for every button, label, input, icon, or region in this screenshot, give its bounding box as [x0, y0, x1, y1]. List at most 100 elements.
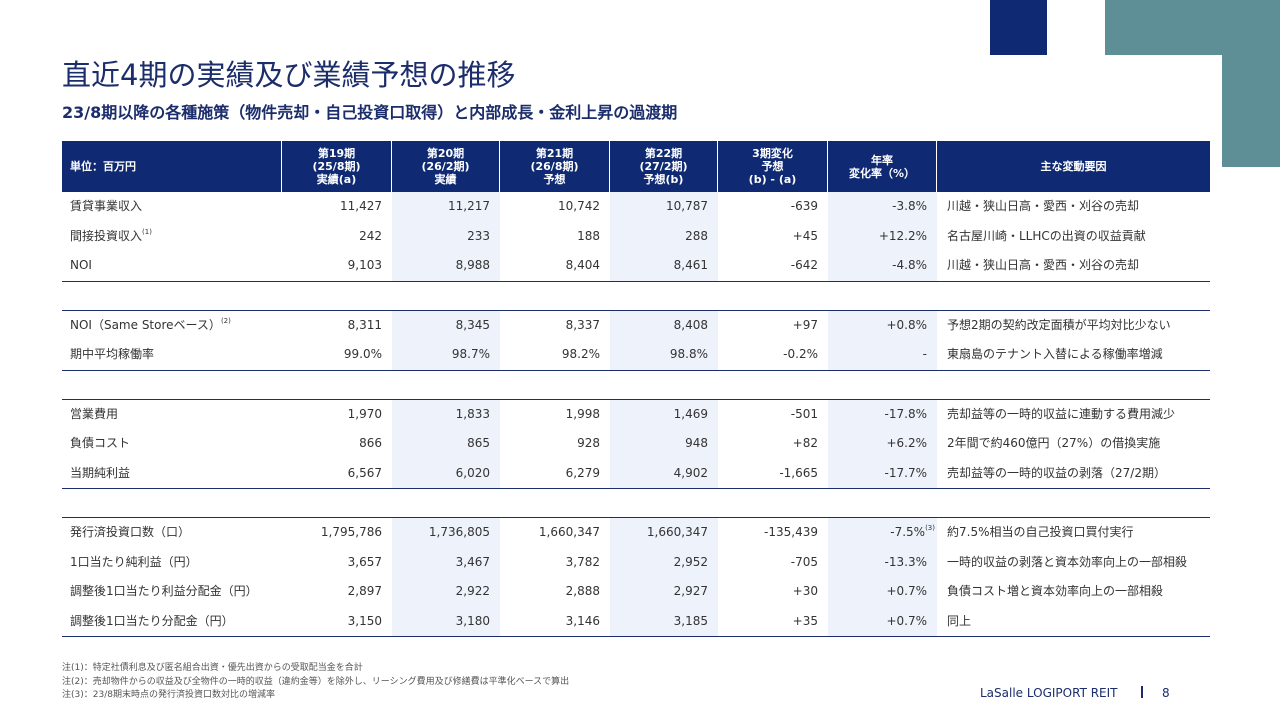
value-cell: 11,217	[392, 192, 500, 222]
value-cell: 3,467	[392, 547, 500, 577]
note-marker: (1)	[142, 227, 152, 236]
value-text: -0.2%	[783, 347, 818, 361]
value-cell: -1,665	[718, 459, 828, 489]
value-cell: 8,345	[392, 310, 500, 340]
separator	[1141, 686, 1143, 698]
value-cell: 1,833	[392, 399, 500, 429]
value-cell: -501	[718, 400, 828, 430]
value-text: +97	[792, 317, 818, 332]
note-marker: (2)	[220, 316, 231, 325]
value-text: -17.7%	[884, 465, 927, 480]
value-cell: +0.8%	[828, 310, 937, 340]
value-cell: -4.8%	[828, 251, 937, 281]
header-text: 第21期	[535, 147, 574, 160]
value-text: -639	[790, 199, 818, 213]
value-text: 3,467	[455, 554, 490, 569]
table-row: NOI 9,103 8,988 8,404 8,461 -642 -4.8% 川越・狭山日高・…	[62, 251, 1210, 281]
value-cell: +35	[718, 607, 828, 637]
header-cell: 年率 変化率（%）	[828, 141, 937, 192]
cause-cell: 名古屋川崎・LLHCの出資の収益貢献	[937, 222, 1210, 252]
value-cell: 1,795,786	[282, 518, 392, 548]
value-cell: 1,469	[610, 399, 718, 429]
cause-text: 名古屋川崎・LLHCの出資の収益貢献	[947, 228, 1146, 243]
value-cell: -	[828, 340, 937, 370]
row-label: 発行済投資口数（口）	[62, 518, 282, 548]
header-text: 3期変化	[752, 147, 793, 160]
header-text: 予想(b)	[643, 173, 684, 186]
value-text: 8,461	[673, 258, 708, 272]
value-cell: 99.0%	[282, 340, 392, 370]
value-text: 1,736,805	[428, 525, 490, 539]
value-cell: 948	[610, 429, 718, 459]
value-text: 8,337	[565, 317, 600, 332]
value-text: -3.8%	[892, 199, 927, 213]
cause-text: 川越・狭山日高・愛西・刈谷の売却	[947, 199, 1140, 213]
value-cell: -3.8%	[828, 192, 937, 222]
value-text: +45	[792, 228, 818, 243]
header-text: (25/8期)	[312, 160, 361, 173]
cause-text: 売却益等の一時的収益の剥落（27/2期）	[947, 465, 1166, 480]
value-cell: 2,897	[282, 577, 392, 607]
value-text: 3,657	[347, 554, 382, 569]
table-row: 営業費用 1,970 1,833 1,998 1,469 -501 -17.8% 売却益等の一…	[62, 399, 1210, 430]
value-cell: -135,439	[718, 518, 828, 548]
value-cell: 928	[500, 429, 610, 459]
value-text: 1,970	[347, 406, 382, 421]
value-cell: -17.7%	[828, 458, 937, 488]
cause-cell: 一時的収益の剥落と資本効率向上の一部相殺	[937, 548, 1210, 578]
value-text: 242	[359, 228, 382, 243]
cause-cell: 負債コスト増と資本効率向上の一部相殺	[937, 577, 1210, 607]
value-cell: +30	[718, 577, 828, 607]
value-cell: 4,902	[610, 458, 718, 488]
label-text: 負債コスト	[70, 436, 131, 450]
label-text: 営業費用	[70, 406, 119, 421]
header-text: 予想	[761, 160, 784, 173]
value-cell: 288	[610, 221, 718, 251]
value-cell: -639	[718, 192, 828, 222]
value-text: -1,665	[779, 465, 818, 480]
table-row: 間接投資収入(1) 242 233 188 288 +45 +12.2% 名古屋川崎・LLHC…	[62, 221, 1210, 252]
title: 直近4期の実績及び業績予想の推移	[62, 58, 516, 92]
value-cell: 98.8%	[610, 340, 718, 370]
value-cell: 2,888	[500, 577, 610, 607]
table-row: 調整後1口当たり利益分配金（円） 2,897 2,922 2,888 2,927 +30 +…	[62, 577, 1210, 607]
value-text: 6,279	[565, 465, 600, 480]
cause-cell: 川越・狭山日高・愛西・刈谷の売却	[937, 251, 1210, 281]
header-text: (27/2期)	[639, 160, 688, 173]
value-cell: 2,952	[610, 547, 718, 577]
header-text: 実績(a)	[316, 173, 357, 186]
cause-text: 予想2期の契約改定面積が平均対比少ない	[947, 317, 1171, 332]
value-cell: 3,657	[282, 548, 392, 578]
value-text: +30	[792, 584, 818, 598]
label-text: 調整後1口当たり分配金（円）	[70, 613, 234, 628]
label-text: 調整後1口当たり利益分配金（円）	[70, 584, 258, 598]
table-row: 賃貸事業収入 11,427 11,217 10,742 10,787 -639 -3.8% 川…	[62, 192, 1210, 222]
value-cell: +45	[718, 222, 828, 252]
subtitle: 23/8期以降の各種施策（物件売却・自己投資口取得）と内部成長・金利上昇の過渡期	[62, 103, 678, 122]
value-text: 99.0%	[343, 347, 382, 361]
value-text: 3,185	[673, 613, 708, 628]
cause-cell: 売却益等の一時的収益に連動する費用減少	[937, 400, 1210, 430]
value-text: 98.8%	[669, 347, 708, 361]
value-text: 98.2%	[561, 347, 600, 361]
value-text: -642	[790, 258, 818, 272]
decor-navy	[990, 0, 1047, 55]
value-text: 8,408	[673, 317, 708, 332]
value-cell: +0.7%	[828, 577, 937, 607]
header-cell: 3期変化 予想 (b) - (a)	[718, 141, 828, 192]
header-cell: 単位：百万円	[62, 141, 282, 192]
row-label: 期中平均稼働率	[62, 340, 282, 370]
table-row: 1口当たり純利益（円） 3,657 3,467 3,782 2,952 -705 -13.3…	[62, 547, 1210, 578]
cause-text: 同上	[947, 613, 972, 628]
header-text: (26/2期)	[421, 160, 470, 173]
cause-text: 2年間で約460億円（27%）の借換実施	[947, 436, 1161, 450]
value-cell: 3,150	[282, 607, 392, 637]
value-cell: 8,461	[610, 251, 718, 281]
value-cell: 8,408	[610, 310, 718, 340]
value-text: 6,567	[347, 465, 382, 480]
value-text: -4.8%	[892, 258, 927, 272]
value-text: -7.5%	[890, 525, 926, 539]
value-cell: 8,988	[392, 251, 500, 281]
value-text: 11,427	[340, 199, 382, 213]
